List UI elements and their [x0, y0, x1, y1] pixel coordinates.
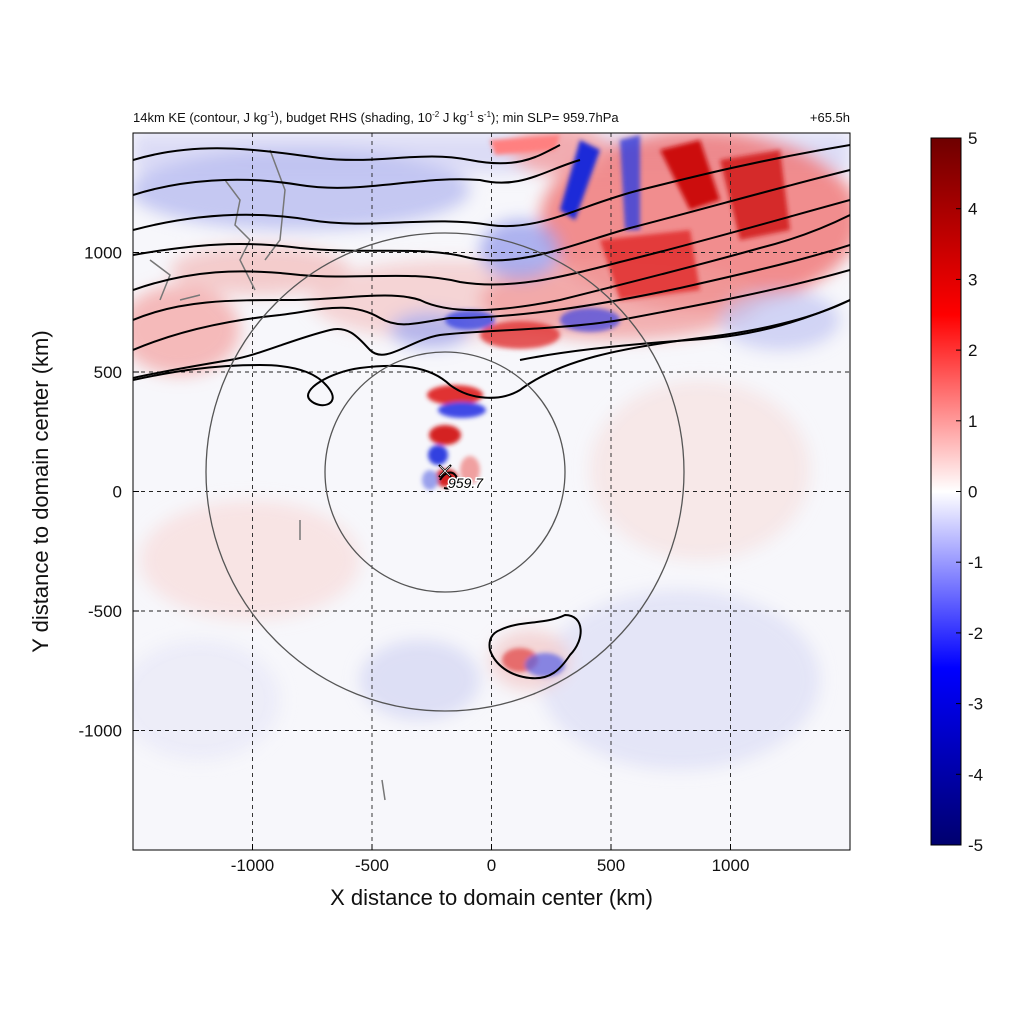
plot-area: 959.7 — [133, 133, 850, 850]
colorbar-tick-label: 5 — [968, 129, 977, 148]
x-tick-label: -500 — [355, 856, 389, 875]
colorbar-tick-label: 4 — [968, 200, 977, 219]
y-tick-label: 500 — [94, 363, 122, 382]
ke-contours — [133, 144, 850, 680]
y-tick-label: -1000 — [79, 722, 122, 741]
y-tick-label: -500 — [88, 602, 122, 621]
x-axis-ticks: -1000 -500 0 500 1000 — [231, 844, 750, 875]
x-tick-label: 1000 — [712, 856, 750, 875]
colorbar-tick-label: -5 — [968, 836, 983, 855]
colorbar-tick-label: -4 — [968, 765, 983, 784]
y-axis-ticks: 1000 500 0 -500 -1000 — [79, 244, 139, 741]
colorbar-tick-label: 2 — [968, 341, 977, 360]
colorbar: 5 4 3 2 1 0 -1 -2 -3 -4 -5 — [930, 129, 983, 855]
range-ring-500km — [324, 351, 566, 593]
x-tick-label: 0 — [487, 856, 496, 875]
colorbar-tick-label: 0 — [968, 483, 977, 502]
x-tick-label: -1000 — [231, 856, 274, 875]
x-axis-label: X distance to domain center (km) — [330, 885, 653, 910]
colorbar-ticks: 5 4 3 2 1 0 -1 -2 -3 -4 -5 — [956, 129, 983, 855]
y-axis-label: Y distance to domain center (km) — [28, 330, 53, 652]
coastline — [149, 149, 386, 801]
y-tick-label: 0 — [113, 483, 122, 502]
colorbar-tick-label: 3 — [968, 270, 977, 289]
y-tick-label: 1000 — [84, 244, 122, 263]
min-slp-label: 959.7 — [448, 475, 484, 491]
colorbar-tick-label: -1 — [968, 553, 983, 572]
x-tick-label: 500 — [597, 856, 625, 875]
forecast-time-label: +65.5h — [810, 110, 850, 125]
plot-title: 14km KE (contour, J kg-1), budget RHS (s… — [133, 110, 619, 125]
colorbar-tick-label: -3 — [968, 695, 983, 714]
colorbar-tick-label: 1 — [968, 412, 977, 431]
range-ring-1000km — [205, 232, 685, 712]
storm-center-marker: 959.7 — [438, 464, 486, 493]
colorbar-tick-label: -2 — [968, 624, 983, 643]
